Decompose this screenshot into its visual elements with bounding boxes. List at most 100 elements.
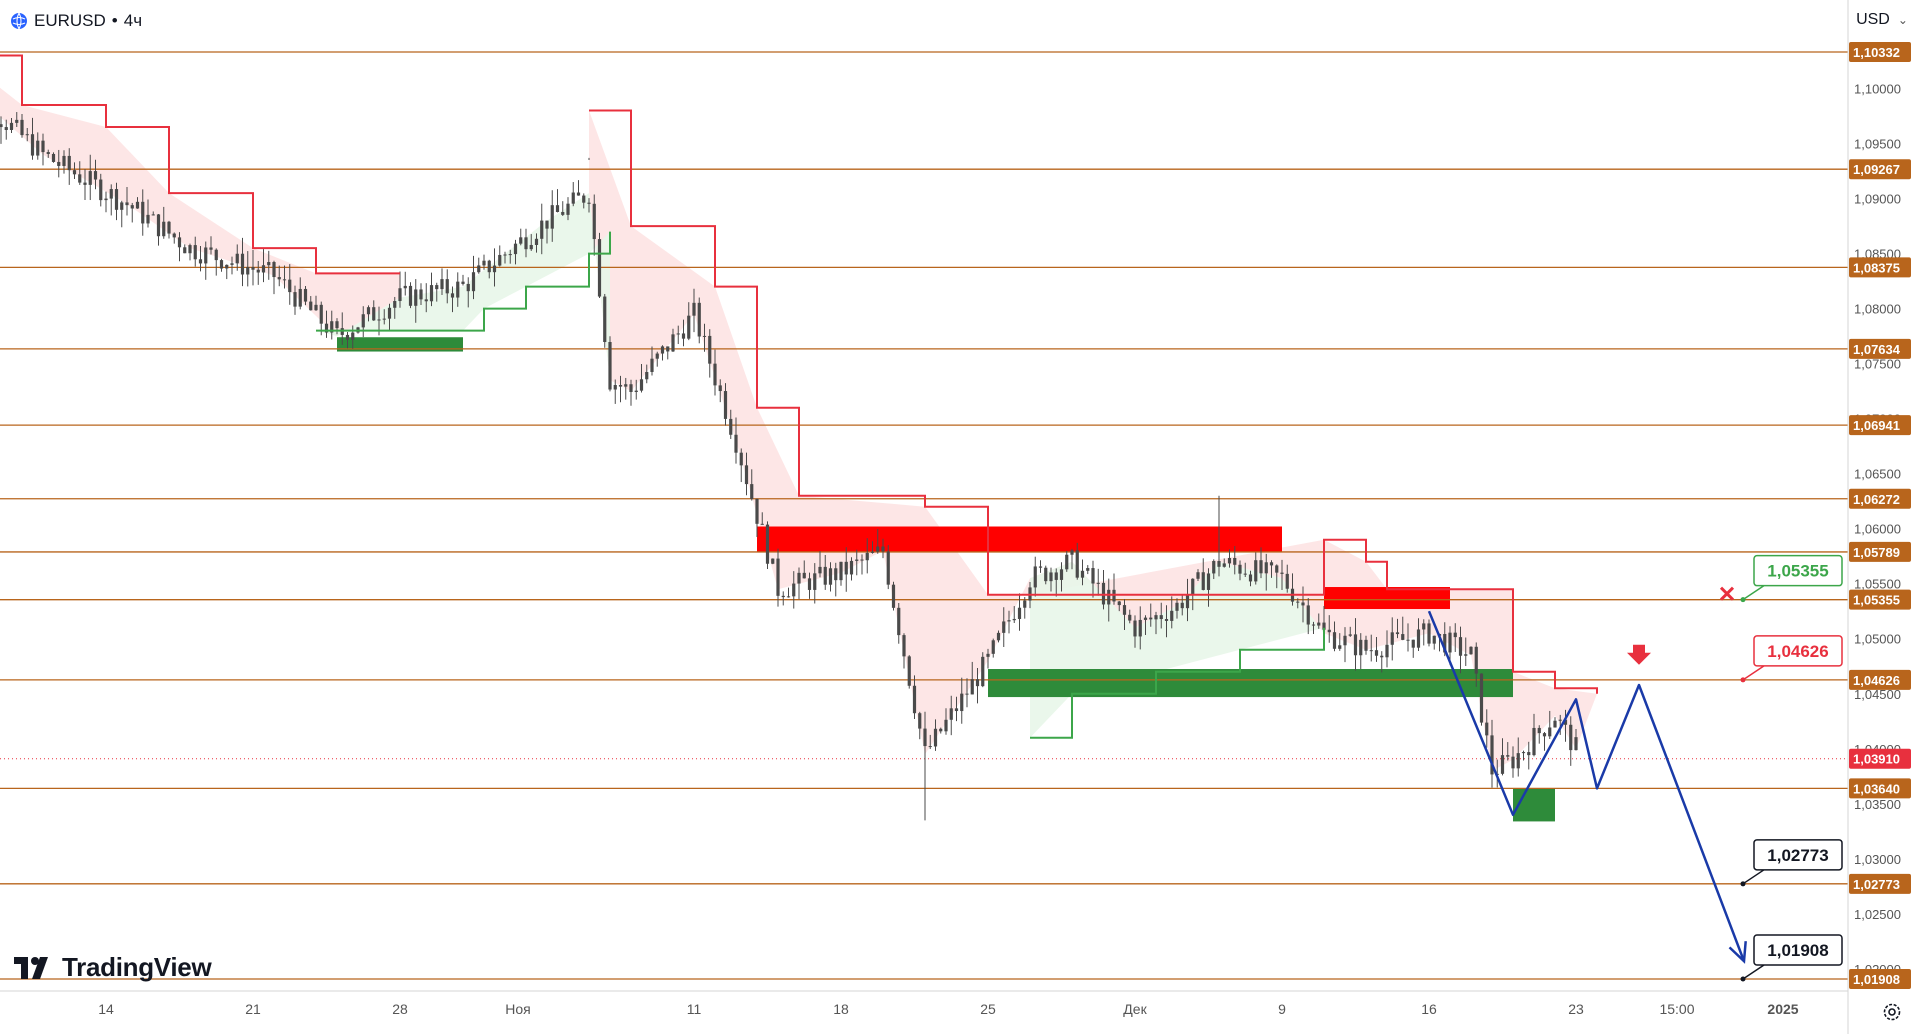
candle-body (1227, 558, 1232, 564)
candle-body (1558, 719, 1562, 721)
candle-body (498, 254, 502, 266)
candle-body (1306, 605, 1310, 625)
candle-body (1138, 619, 1142, 637)
candle-body (408, 285, 413, 306)
y-tick-label: 1,06000 (1854, 522, 1901, 537)
candle-body (288, 279, 292, 293)
candle-body (1107, 589, 1111, 605)
candle-body (1164, 619, 1169, 621)
candle-body (1075, 550, 1079, 578)
level-tag-label: 1,02773 (1853, 877, 1900, 892)
candle-body (876, 546, 880, 552)
candle-body (1464, 654, 1468, 656)
candle-body (792, 583, 796, 597)
callout-leader (1742, 665, 1765, 681)
x-tick-label: 14 (98, 1001, 114, 1017)
x-tick-label: 15:00 (1659, 1001, 1694, 1017)
candle-body (881, 546, 885, 552)
x-tick-label: 11 (687, 1001, 702, 1017)
candle-body (1122, 605, 1127, 615)
x-tick-label: 23 (1568, 1001, 1584, 1017)
candle-body (141, 201, 145, 224)
candle-body (240, 253, 245, 275)
candle-body (1395, 632, 1400, 635)
candle-body (513, 243, 518, 255)
candle-body (267, 262, 271, 266)
candle-body (1248, 574, 1253, 582)
candle-body (146, 214, 150, 224)
candle-body (419, 289, 423, 300)
gear-icon[interactable] (1880, 1000, 1904, 1024)
candle-body (807, 578, 812, 590)
level-tag (1849, 488, 1911, 509)
candle-body (702, 335, 707, 337)
callout-label: 1,01908 (1767, 941, 1828, 960)
candle-body (172, 233, 176, 238)
candle-body (492, 265, 497, 273)
candle-body (519, 237, 523, 244)
candle-body (1516, 753, 1520, 769)
candle-body (939, 728, 943, 732)
y-tick-label: 1,09500 (1854, 137, 1901, 152)
candle-body (93, 171, 98, 180)
candle-body (99, 179, 103, 201)
candle-body (1238, 564, 1242, 574)
candle-body (366, 307, 371, 315)
level-tag (1849, 257, 1911, 278)
candle-body (319, 304, 323, 324)
candle-body (1422, 623, 1426, 630)
candle-body (1212, 561, 1216, 574)
candle-body (162, 221, 166, 237)
candle-body (902, 635, 906, 657)
candle-body (776, 558, 780, 596)
candle-body (550, 205, 554, 229)
candle-body (25, 134, 29, 136)
candle-body (1080, 570, 1085, 578)
candle-body (351, 332, 355, 340)
candle-body (298, 288, 302, 307)
candle-body (697, 302, 701, 337)
x-tick-label: 16 (1421, 1001, 1437, 1017)
candle-body (293, 292, 297, 307)
candle-body (681, 333, 686, 339)
candle-body (786, 596, 791, 598)
candle-body (1096, 582, 1100, 584)
level-tag-label: 1,05355 (1853, 593, 1900, 608)
candle-body (461, 281, 465, 284)
candle-body (844, 561, 848, 575)
candle-body (655, 353, 659, 359)
candle-body (261, 265, 266, 273)
candle-body (1017, 607, 1022, 619)
callout-label: 1,05355 (1767, 562, 1828, 581)
currency-selector[interactable]: USD ⌄ (1852, 6, 1912, 34)
callout-box (1753, 839, 1843, 871)
candle-body (750, 484, 754, 499)
candle-body (88, 171, 92, 185)
candle-body (897, 607, 901, 636)
candle-body (256, 269, 260, 273)
candle-body (687, 315, 691, 339)
candle-body (72, 170, 77, 175)
candle-body (534, 238, 539, 245)
x-tick-label: 21 (245, 1001, 261, 1017)
y-tick-label: 1,06500 (1854, 467, 1901, 482)
callout-leader (1742, 964, 1765, 980)
candle-body (771, 558, 775, 564)
candle-body (1264, 562, 1268, 574)
candle-body (214, 249, 218, 261)
candle-body (765, 524, 770, 564)
symbol-name: EURUSD (34, 11, 106, 30)
candle-body (1059, 569, 1064, 580)
candle-body (450, 293, 455, 298)
candle-body (1117, 601, 1121, 606)
callout-anchor (1740, 881, 1746, 887)
candle-body (1469, 646, 1473, 655)
candle-body (1479, 673, 1484, 723)
symbol-header[interactable]: EURUSD • 4ч (10, 8, 142, 34)
candle-body (907, 656, 911, 686)
candle-body (849, 560, 854, 575)
x-tick-label: 2025 (1767, 1001, 1798, 1017)
callout-box (1753, 554, 1843, 587)
candle-body (592, 203, 596, 240)
